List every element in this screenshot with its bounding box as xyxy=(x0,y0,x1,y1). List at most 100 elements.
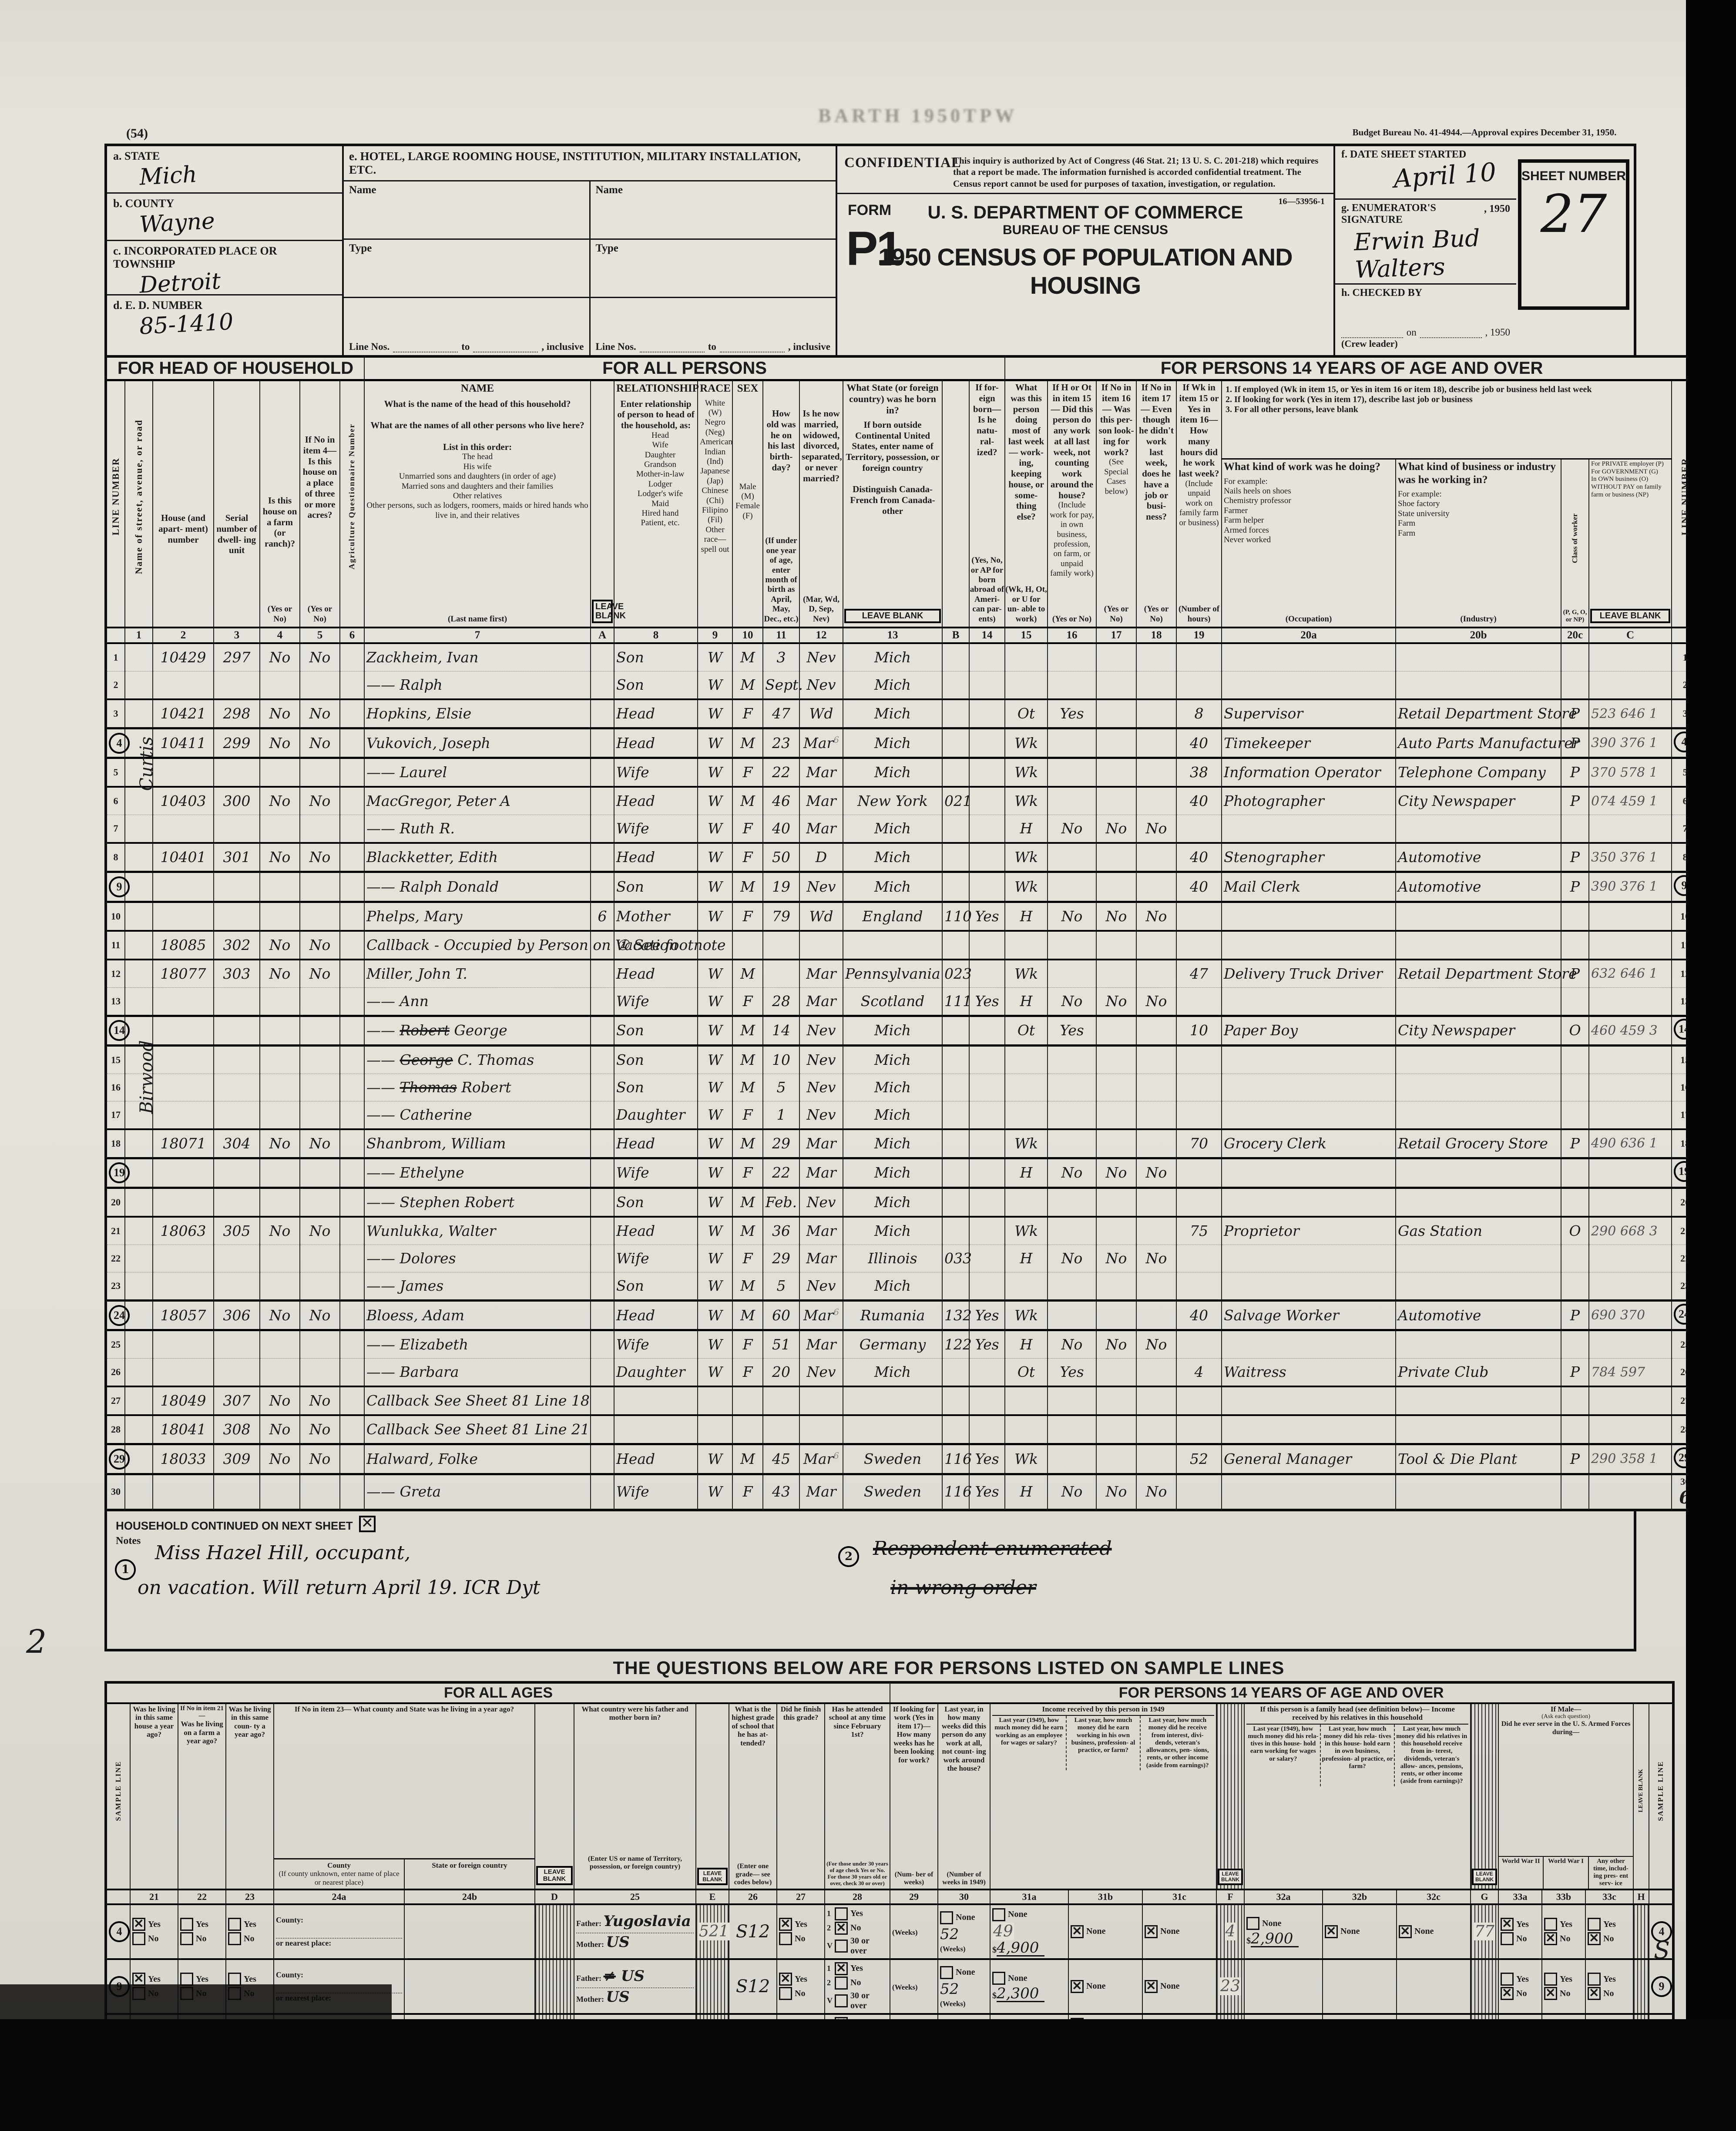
cell-mar: Mar xyxy=(799,958,844,988)
cell-w17: No xyxy=(1096,1473,1137,1510)
cell-rel: Wife xyxy=(614,1473,698,1510)
cell-agri xyxy=(339,930,365,960)
person-row-7: 7 —— Ruth R. Wife W F 40 Mar Mich H No No No 7 xyxy=(105,815,1700,843)
cell-bb xyxy=(942,1188,970,1217)
cell-nat xyxy=(969,1272,1006,1301)
state-label: a. STATE xyxy=(113,150,160,162)
cell-31c: None xyxy=(1142,1903,1217,1960)
person-row-6: 6 10403 300 No No MacGregor, Peter A Head W M 46 M… xyxy=(105,786,1700,815)
cell-hrs: 70 xyxy=(1176,1128,1222,1158)
cell-age: 22 xyxy=(762,758,800,787)
cell-ind xyxy=(1395,930,1562,960)
hotel-name-label-2: Name xyxy=(590,181,836,240)
cell-cls xyxy=(1561,1473,1590,1510)
cell-born: Mich xyxy=(843,1128,943,1158)
cell-nat xyxy=(969,1414,1006,1445)
cell-ind: Private Club xyxy=(1395,1358,1562,1387)
person-row-8: 8 10401 301 No No Blackketter, Edith Head W F 50 D… xyxy=(105,842,1700,873)
notes-band: HOUSEHOLD CONTINUED ON NEXT SHEET Notes … xyxy=(104,1511,1636,1651)
sample-col-number: 28 xyxy=(824,1888,891,1905)
form-number: P1 xyxy=(846,221,903,275)
hotel-line-nos: Line Nos. to, inclusive xyxy=(344,298,589,355)
cell-w18 xyxy=(1136,930,1177,960)
cell-nat xyxy=(969,1073,1006,1101)
sample-col-number: 30 xyxy=(937,1888,991,1905)
cell-lb xyxy=(590,1330,615,1359)
person-row-2: 2 —— Ralph Son W M Sept. Nev Mich 2 xyxy=(105,671,1700,700)
cell-age: 20 xyxy=(762,1358,800,1387)
cell-house xyxy=(152,1473,214,1510)
cell-house: 10401 xyxy=(152,842,214,873)
sample-col-number: 21 xyxy=(130,1888,178,1905)
cell-street xyxy=(124,987,153,1016)
cell-rel: Son xyxy=(614,1073,698,1101)
cell-n: 19 xyxy=(105,1157,130,1189)
cell-born xyxy=(843,930,943,960)
cell-nat xyxy=(969,930,1006,960)
cell-w17: No xyxy=(1096,901,1137,931)
sample-col-number: 33b xyxy=(1541,1888,1586,1905)
cell-house: 18071 xyxy=(152,1128,214,1158)
cell-serial: 305 xyxy=(213,1216,260,1245)
cell-bb xyxy=(942,1272,970,1301)
cell-w17 xyxy=(1096,1216,1137,1245)
cell-w18: No xyxy=(1136,1157,1177,1189)
cell-farm xyxy=(259,671,300,700)
cell-agri xyxy=(339,987,365,1016)
cell-born: Mich xyxy=(843,1045,943,1074)
cell-house: 18033 xyxy=(152,1443,214,1475)
person-row-18: 18 18071 304 No No Shanbrom, William Head W M 29 M… xyxy=(105,1128,1700,1158)
cell-sex xyxy=(732,930,764,960)
cell-hrs xyxy=(1176,1101,1222,1130)
cell-farm xyxy=(259,871,300,903)
cell-age: 3 xyxy=(762,642,800,671)
cell-n: 1 xyxy=(105,642,125,671)
cell-codes xyxy=(1588,1414,1672,1445)
cell-agri xyxy=(339,1358,365,1387)
scol-leave-blank-d: LEAVE BLANK xyxy=(534,1702,574,1890)
cell-codes: 632 646 1 xyxy=(1588,958,1672,988)
cell-31b: None xyxy=(1068,1903,1143,1960)
cell-lb xyxy=(590,815,615,843)
cell-house xyxy=(152,871,214,903)
cell-w16 xyxy=(1047,727,1097,759)
cell-codes xyxy=(1588,642,1672,671)
cell-cls: P xyxy=(1561,1128,1590,1158)
sample-col-number: 33a xyxy=(1498,1888,1543,1905)
cell-w15 xyxy=(1004,930,1048,960)
cell-w18: No xyxy=(1136,815,1177,843)
cell-w16 xyxy=(1047,1414,1097,1445)
cell-24b xyxy=(404,1958,535,2015)
household-continued-checkbox xyxy=(359,1514,376,1532)
col-number: 17 xyxy=(1096,627,1137,644)
col-20c-class: Class of worker (P, G, O, or NP) xyxy=(1561,458,1590,628)
cell-agri xyxy=(339,698,365,728)
cell-rel: Head xyxy=(614,698,698,728)
confidential-text: This inquiry is authorized by Act of Con… xyxy=(953,155,1319,189)
cell-mar: Mar6 xyxy=(799,1299,844,1332)
cell-name: —— Barbara xyxy=(364,1358,591,1387)
cell-w16: No xyxy=(1047,901,1097,931)
cell-street xyxy=(124,1128,153,1158)
cell-age: 14 xyxy=(762,1014,800,1047)
cell-mar: Mar xyxy=(799,1216,844,1245)
cell-street xyxy=(124,815,153,843)
note-1-line-1: Miss Hazel Hill, occupant, xyxy=(155,1541,411,1564)
cell-serial xyxy=(213,1188,260,1217)
cell-bb xyxy=(942,1216,970,1245)
cell-agri xyxy=(339,1443,365,1475)
cell-codes xyxy=(1588,1272,1672,1301)
cell-hrs: 4 xyxy=(1176,1358,1222,1387)
cell-race: W xyxy=(697,901,733,931)
cell-w18 xyxy=(1136,1272,1177,1301)
col-leave-blank-b xyxy=(942,379,970,628)
cell-farm xyxy=(259,901,300,931)
cell-lb xyxy=(590,671,615,700)
cell-hrs: 10 xyxy=(1176,1014,1222,1047)
cell-farm: No xyxy=(259,642,300,671)
cell-lb xyxy=(590,1014,615,1047)
cell-occ xyxy=(1221,1101,1397,1130)
cell-nat xyxy=(969,642,1006,671)
cell-name: —— Ann xyxy=(364,987,591,1016)
